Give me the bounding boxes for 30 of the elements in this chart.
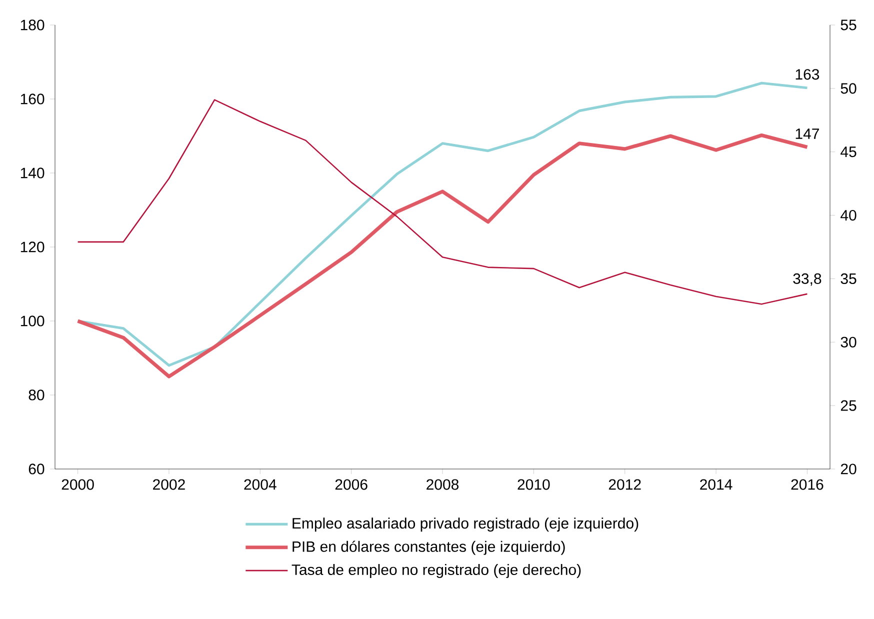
y-tick-label: 60 [28, 464, 44, 474]
x-tick-label: 2004 [244, 479, 276, 490]
x-tick-label: 2014 [700, 479, 732, 490]
x-tick-label: 2010 [518, 479, 550, 490]
y-tick-label: 140 [20, 168, 44, 178]
y-tick-label: 100 [20, 316, 44, 326]
y2-tick-label: 25 [840, 400, 856, 411]
y-tick-label: 180 [20, 20, 44, 30]
y-tick-label: 160 [20, 94, 44, 104]
legend-label: Tasa de empleo no registrado (eje derecho) [292, 564, 581, 578]
x-tick-label: 2016 [791, 479, 824, 490]
y2-tick-label: 30 [840, 336, 856, 348]
x-tick-label: 2000 [62, 479, 94, 490]
x-tick-label: 2002 [153, 479, 185, 490]
data-label: 163 [796, 69, 820, 80]
data-label: 33,8 [793, 273, 822, 286]
y2-tick-label: 50 [840, 83, 856, 94]
y-tick-label: 120 [20, 242, 44, 252]
data-label: 147 [796, 128, 819, 139]
legend-label: Empleo asalariado privado registrado (eje izquierdo) [292, 518, 638, 532]
y-tick-label: 80 [28, 390, 44, 400]
x-tick-label: 2008 [426, 479, 459, 490]
y2-tick-label: 55 [840, 20, 856, 30]
y2-tick-label: 45 [840, 146, 856, 158]
y2-tick-label: 40 [840, 210, 856, 221]
x-tick-label: 2012 [608, 479, 641, 490]
y2-tick-label: 20 [840, 464, 856, 474]
legend-label: PIB en dólares constantes (eje izquierdo) [292, 540, 565, 555]
y2-tick-label: 35 [840, 273, 856, 284]
x-tick-label: 2006 [335, 479, 368, 490]
